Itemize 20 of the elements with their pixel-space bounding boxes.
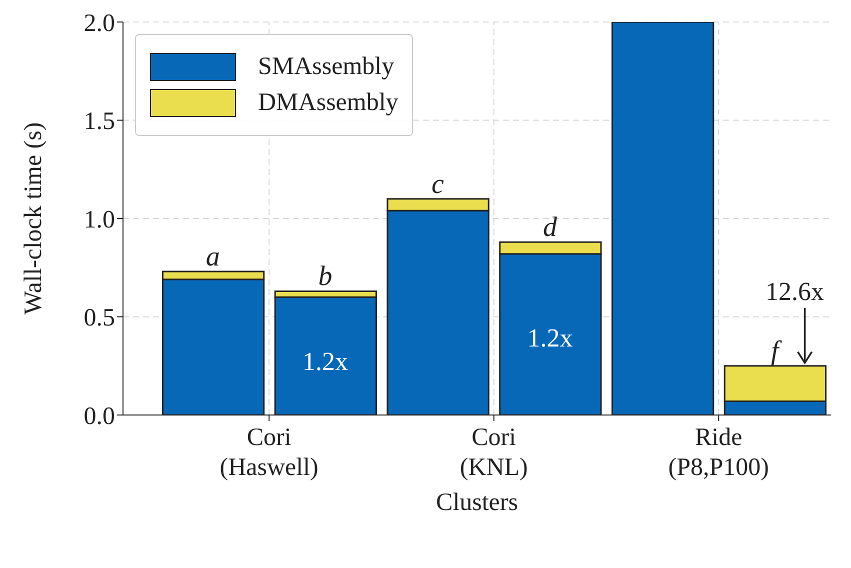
legend-label: SMAssembly	[257, 53, 396, 81]
y-tick-label: 2.0	[84, 10, 115, 37]
annotation: d	[543, 212, 558, 244]
y-tick-label: 0.5	[84, 304, 115, 332]
x-tick-label: Cori (KNL)	[460, 424, 528, 481]
annotation: 1.2x	[302, 347, 348, 376]
annotation: 1.2x	[527, 323, 573, 352]
annotation: c	[431, 168, 444, 200]
legend-label: DMAssembly	[257, 89, 398, 117]
annotation: f	[770, 336, 782, 367]
y-axis-title: Wall-clock time (s)	[20, 122, 47, 315]
x-tick-label: Ride (P8,P100)	[668, 424, 769, 481]
annotation: 12.6x	[766, 276, 824, 306]
x-tick-label: Cori (Haswell)	[220, 424, 318, 481]
y-tick-label: 0.0	[84, 402, 115, 430]
y-tick-label: 1.0	[84, 206, 115, 234]
y-tick-label: 1.5	[84, 108, 115, 136]
annotation: b	[318, 261, 332, 292]
annotation: a	[206, 242, 220, 273]
x-axis-title: Clusters	[436, 489, 518, 516]
